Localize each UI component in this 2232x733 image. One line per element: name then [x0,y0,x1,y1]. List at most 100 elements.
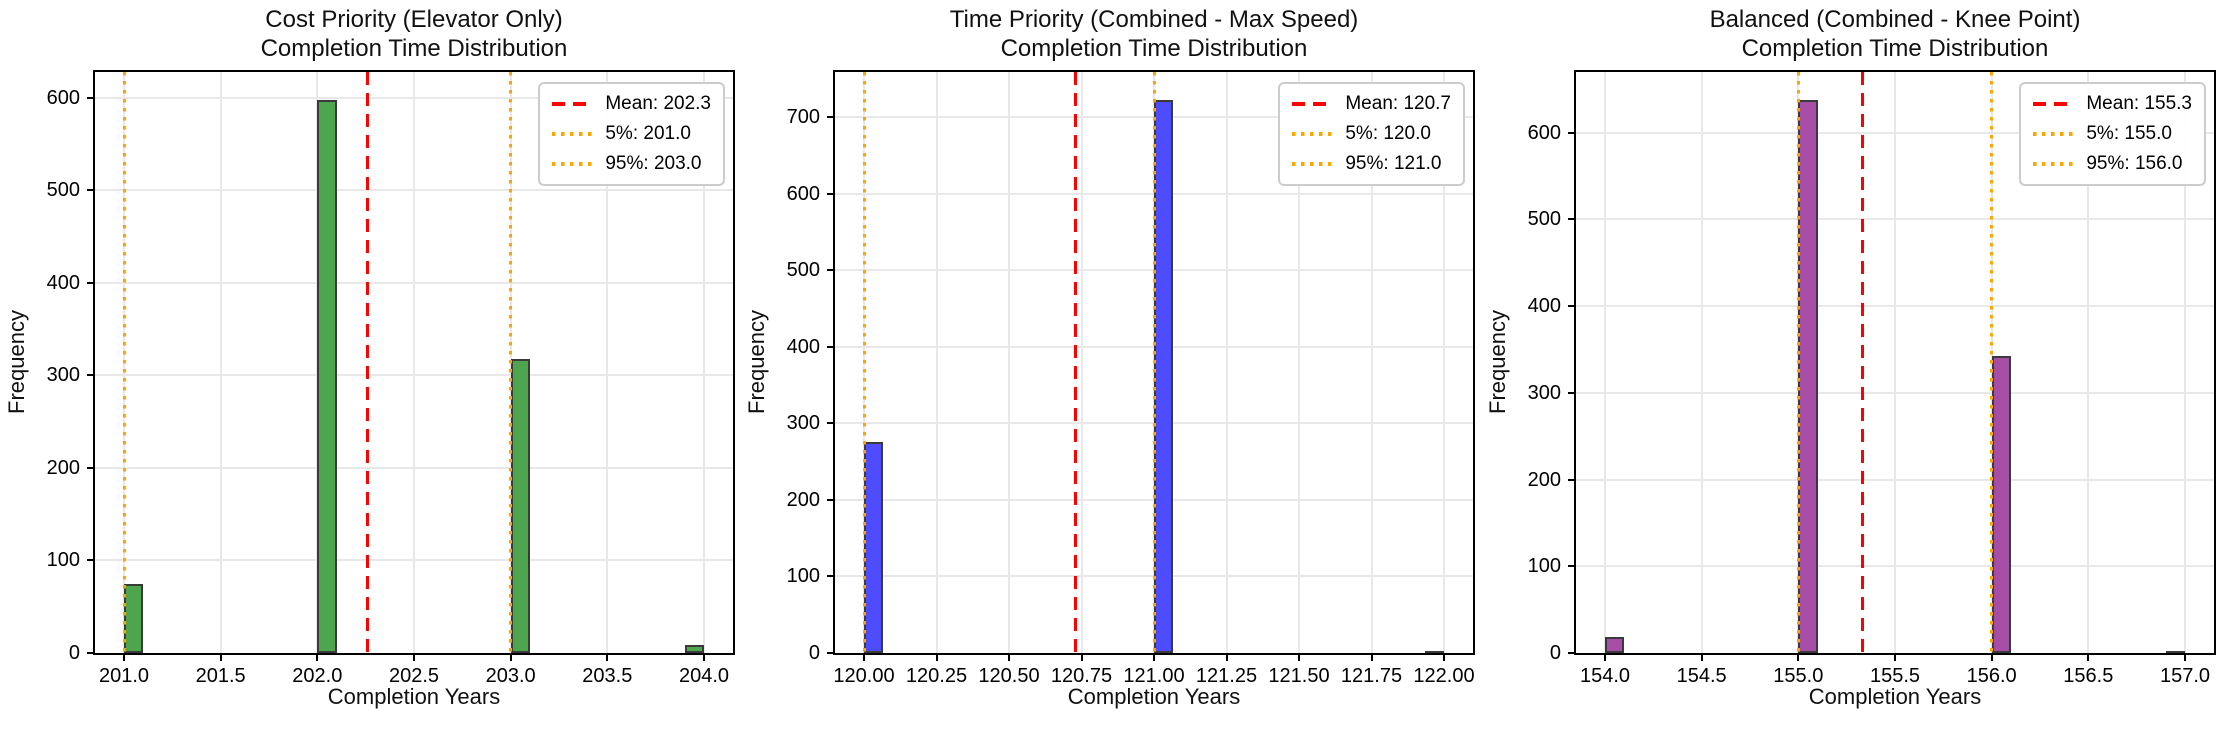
grid-line-vertical [606,72,609,653]
x-tick [1298,655,1300,661]
y-tick-label: 0 [808,642,820,664]
x-tick-label: 120.75 [1050,665,1113,687]
percentile-95-line [1990,72,1994,653]
percentile-5-line [122,72,126,653]
grid-line-vertical [219,72,222,653]
y-tick-label: 100 [46,549,80,572]
y-tick-label: 0 [1549,642,1561,664]
legend-row: 95%: 156.0 [2033,151,2192,177]
y-tick-label: 500 [1527,208,1561,231]
grid-line-vertical [2087,72,2090,653]
y-tick [827,422,833,425]
histogram-bar [1605,637,1625,653]
chart-title-line2: Completion Time Distribution [260,35,568,62]
legend: Mean: 155.3 5%: 155.0 95%: 156.0 [2019,82,2206,186]
x-tick [703,655,705,661]
legend-row: 95%: 121.0 [1292,151,1451,177]
x-tick [1990,655,1993,661]
y-tick-label: 200 [46,456,80,479]
y-tick [1568,218,1574,221]
percentile-5-line-sample [1292,132,1335,136]
x-tick-label: 122.00 [1413,665,1475,687]
y-tick-label: 200 [786,488,820,511]
mean-line-sample [1292,102,1335,106]
chart-title-line2: Completion Time Distribution [1000,35,1308,62]
grid-line-vertical [1298,72,1300,653]
x-tick-label: 154.0 [1579,665,1631,687]
grid-line-horizontal [95,189,733,192]
y-tick-label: 400 [1527,295,1561,318]
grid-line-horizontal [95,281,733,284]
grid-line-vertical [1008,72,1010,653]
y-tick-label: 200 [1527,468,1561,491]
legend-p5-label: 5%: 120.0 [1345,123,1431,144]
chart-title: Cost Priority (Elevator Only) Completion… [95,5,733,63]
y-tick-label: 600 [46,86,80,109]
y-tick-label: 100 [786,565,820,588]
legend-row: 5%: 155.0 [2033,121,2192,147]
y-tick [87,652,93,654]
y-tick [827,575,833,578]
x-tick-label: 202.5 [388,665,440,687]
grid-line-horizontal [95,559,733,562]
x-tick [1153,655,1155,661]
mean-line-sample [2033,102,2076,106]
y-tick-label: 500 [46,179,80,202]
grid-line-horizontal [1576,305,2214,308]
legend-p95-label: 95%: 121.0 [1345,153,1442,174]
percentile-5-line-sample [2033,132,2076,136]
y-tick [1568,478,1574,481]
legend-p5-label: 5%: 201.0 [605,123,691,144]
legend-row: Mean: 202.3 [552,91,711,117]
y-tick [827,498,833,501]
y-tick [827,116,833,119]
y-tick [87,96,93,99]
x-tick [316,655,319,661]
x-tick [413,655,415,661]
legend-row: 95%: 203.0 [552,151,711,177]
y-tick [827,652,833,654]
x-tick-label: 121.50 [1268,665,1330,687]
legend-p95-label: 95%: 156.0 [2086,153,2183,174]
y-tick-label: 300 [786,412,820,435]
y-tick [87,559,93,562]
grid-line-vertical [1443,72,1445,653]
legend-mean-label: Mean: 155.3 [2086,93,2192,114]
y-tick-label: 700 [786,106,820,129]
percentile-95-line [1152,72,1156,653]
x-tick [1700,655,1703,661]
percentile-95-line-sample [552,162,595,166]
x-tick [606,655,609,661]
chart-title-line1: Balanced (Combined - Knee Point) [1709,6,2081,33]
grid-line-horizontal [95,96,733,99]
grid-line-vertical [1700,72,1703,653]
grid-line-vertical [703,72,705,653]
legend-row: 5%: 201.0 [552,121,711,147]
grid-line-horizontal [95,374,733,377]
histogram-bar [684,644,704,653]
x-tick [509,655,512,661]
x-tick-label: 120.25 [905,665,968,687]
grid-line-horizontal [1576,478,2214,481]
x-tick-label: 202.0 [292,665,343,687]
y-tick-label: 500 [786,259,820,282]
grid-line-horizontal [1576,391,2214,394]
legend: Mean: 202.3 5%: 201.0 95%: 203.0 [538,82,725,186]
x-tick [1443,655,1445,661]
grid-line-horizontal [1576,218,2214,221]
y-tick [87,374,93,377]
chart-title: Balanced (Combined - Knee Point) Complet… [1576,5,2214,63]
legend-row: Mean: 155.3 [2033,91,2192,117]
percentile-5-line [862,72,866,653]
percentile-5-line-sample [552,132,595,136]
legend-p95-label: 95%: 203.0 [605,153,702,174]
mean-line-sample [552,102,595,106]
y-tick [827,269,833,272]
histogram-bar [1991,356,2011,653]
x-tick-label: 120.50 [978,665,1040,687]
grid-line-horizontal [1576,131,2214,134]
x-tick-label: 201.5 [195,665,246,687]
mean-line [1860,72,1864,653]
x-tick-label: 155.5 [1869,665,1921,687]
